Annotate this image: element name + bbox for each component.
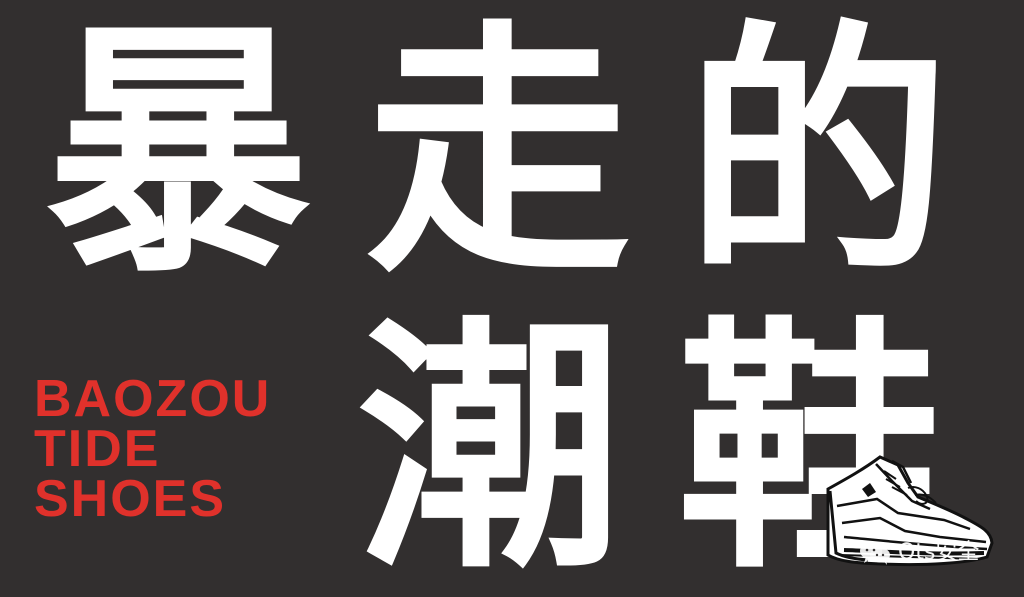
english-title: BAOZOU TIDE SHOES <box>34 370 314 528</box>
wechat-icon <box>860 542 890 565</box>
headline-char-1: 暴 <box>45 0 311 308</box>
headline-char-4: 潮 <box>357 296 623 597</box>
headline-char-2: 走 <box>365 0 631 308</box>
english-line-1: BAOZOU <box>34 370 272 428</box>
english-line-2: TIDE <box>34 420 161 478</box>
watermark-text: Ots安全 <box>898 540 980 565</box>
headline-char-3: 的 <box>685 0 951 308</box>
watermark: Ots安全 <box>858 536 1008 570</box>
english-line-3: SHOES <box>34 470 227 528</box>
headline-line-2: 潮 鞋 <box>340 318 960 583</box>
headline-line-1: 暴 走 的 <box>28 22 968 287</box>
